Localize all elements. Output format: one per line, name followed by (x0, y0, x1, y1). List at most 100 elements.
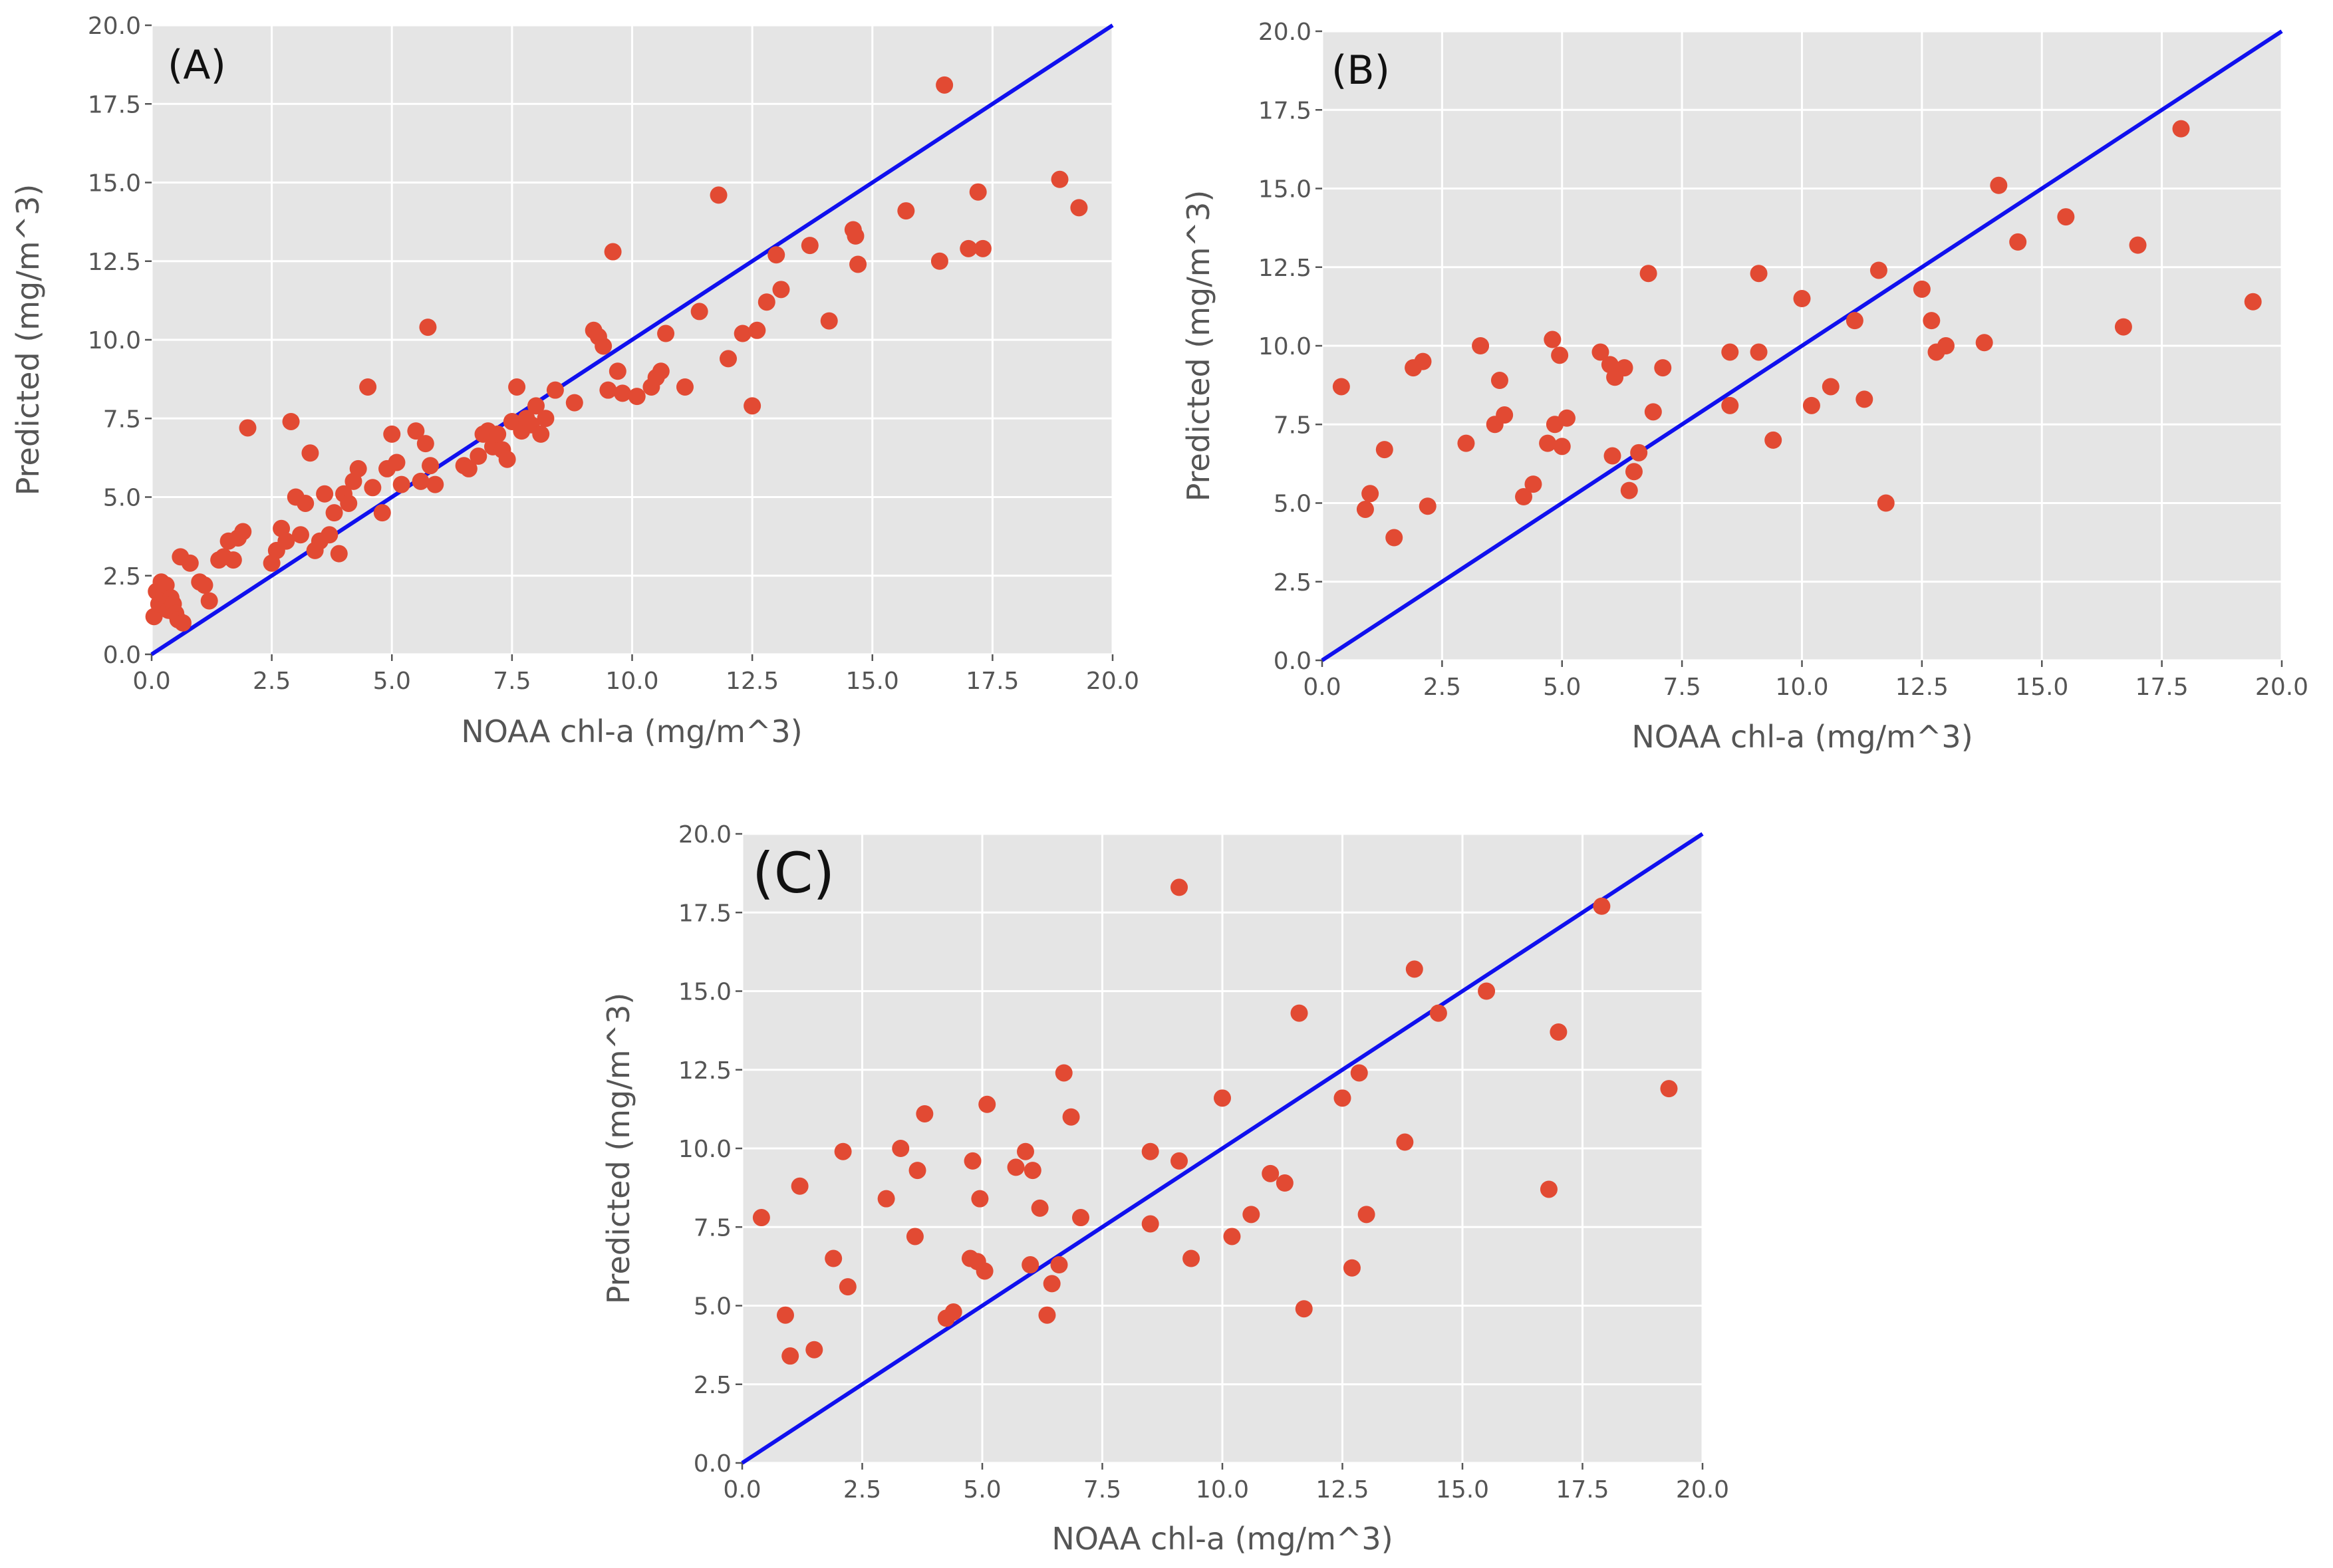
panel-a-y-tick-label: 5.0 (103, 485, 141, 512)
panel-b-data-point (1603, 447, 1621, 465)
panel-a-data-point (325, 504, 343, 522)
panel-a-data-point (974, 239, 992, 257)
panel-c-x-tick-label: 12.5 (1315, 1476, 1369, 1503)
panel-a-data-point (392, 475, 410, 493)
panel-a-data-point (960, 239, 978, 257)
panel-c-data-point (1072, 1209, 1090, 1227)
panel-c-data-point (1295, 1300, 1313, 1318)
panel-a-data-point (720, 350, 737, 368)
panel-a-data-point (359, 378, 377, 396)
panel-b-data-point (2009, 233, 2027, 251)
panel-a-y-tick-label: 12.5 (88, 249, 141, 276)
panel-c-data-point (834, 1142, 852, 1160)
panel-a-data-point (604, 243, 622, 261)
panel-b-data-point (2172, 120, 2190, 138)
panel-c-data-point (1343, 1259, 1361, 1277)
panel-a-data-point (767, 246, 785, 264)
panel-a-y-tick-label: 17.5 (88, 91, 141, 118)
panel-b-data-point (1644, 403, 1662, 421)
panel-b-data-point (1620, 481, 1638, 499)
panel-b-data-point (1625, 463, 1643, 481)
panel-c-y-tick-label: 20.0 (678, 821, 732, 849)
panel-c-y-tick-label: 7.5 (694, 1214, 732, 1241)
panel-b-data-point (1414, 352, 1432, 370)
panel-c-data-point (877, 1190, 895, 1208)
panel-c-data-point (1405, 960, 1423, 978)
panel-a-x-tick-label: 5.0 (373, 668, 411, 695)
panel-b-data-point (1490, 372, 1508, 390)
panel-a-data-point (470, 448, 487, 465)
panel-c-data-point (1062, 1108, 1080, 1126)
panel-b-data-point (1375, 441, 1393, 459)
panel-c-data-point (1031, 1199, 1049, 1217)
panel-c-data-point (1016, 1142, 1034, 1160)
panel-a-data-point (527, 397, 545, 415)
panel-a-x-tick-label: 15.0 (846, 668, 899, 695)
panel-c-data-point (1170, 878, 1188, 896)
panel-a-data-point (388, 454, 406, 471)
panel-c-data-point (964, 1152, 982, 1170)
panel-a-data-point (1070, 199, 1088, 217)
panel-a-data-point (373, 504, 391, 522)
panel-a-y-tick-label: 0.0 (103, 642, 141, 669)
panel-b-data-point (1630, 444, 1648, 461)
panel-c-data-point (1593, 897, 1611, 915)
panel-a-data-point (595, 337, 613, 355)
panel-c-data-point (1055, 1064, 1073, 1082)
panel-a-x-tick-label: 17.5 (966, 668, 1019, 695)
panel-c-y-tick-label: 17.5 (678, 900, 732, 927)
panel-b-x-axis-label: NOAA chl-a (mg/m^3) (1631, 719, 1973, 755)
panel-a-data-point (609, 362, 626, 380)
panel-a-data-point (460, 459, 478, 477)
panel-c-data-point (1660, 1080, 1678, 1098)
panel-a-x-tick-label: 0.0 (132, 668, 170, 695)
panel-a-data-point (200, 592, 218, 610)
panel-a-data-point (224, 551, 242, 569)
panel-a-y-tick-label: 2.5 (103, 563, 141, 590)
panel-b-y-axis-label: Predicted (mg/m^3) (1180, 190, 1216, 502)
panel-b-data-point (1937, 337, 1955, 354)
panel-a-data-point (849, 255, 867, 273)
panel-b-data-point (1361, 485, 1379, 503)
panel-b-data-point (1639, 265, 1657, 283)
panel-c-data-point (978, 1095, 996, 1113)
panel-b-x-tick-label: 2.5 (1423, 674, 1461, 701)
panel-a-data-point (407, 422, 425, 440)
panel-a-x-tick-label: 12.5 (726, 668, 779, 695)
panel-b-data-point (1515, 488, 1533, 506)
panel-c-data-point (1141, 1215, 1159, 1233)
panel-c-data-point (1333, 1089, 1351, 1107)
panel-c-data-point (752, 1209, 770, 1227)
panel-c-data-point (1396, 1133, 1414, 1151)
panel-a-data-point (508, 378, 526, 396)
panel-c-data-point (839, 1278, 857, 1296)
panel-c-data-point (892, 1140, 910, 1157)
panel-b-data-point (1356, 500, 1374, 518)
panel-c-data-point (1024, 1162, 1041, 1180)
panel-b-data-point (1975, 334, 1993, 352)
panel-a-data-point (181, 554, 199, 572)
panel-b-data-point (1524, 475, 1542, 493)
panel-a-data-point (419, 319, 437, 336)
panel-b-data-point (2244, 293, 2262, 311)
panel-c-x-tick-label: 10.0 (1196, 1476, 1249, 1503)
panel-b-label: (B) (1331, 47, 1390, 94)
panel-c: 0.0 2.5 5.0 7.5 10.0 12.5 15.0 17.5 20.0 0.0 2.5 5.… (601, 821, 1729, 1557)
panel-c-data-point (1550, 1023, 1568, 1041)
panel-a-data-point (599, 381, 617, 399)
panel-a-y-tick-label: 7.5 (103, 406, 141, 433)
panel-a-data-point (532, 425, 550, 443)
panel-a-data-point (297, 494, 315, 512)
panel-b-y-tick-label: 0.0 (1274, 648, 1311, 675)
panel-a-data-point (364, 479, 382, 497)
panel-a-data-point (847, 227, 865, 245)
panel-a-data-point (349, 459, 367, 477)
panel-a-data-point (174, 614, 192, 632)
panel-b-data-point (1558, 409, 1576, 427)
panel-a-data-point (820, 312, 838, 330)
panel-c-data-point (1007, 1158, 1025, 1176)
panel-a-data-point (744, 397, 761, 415)
panel-b-data-point (1869, 261, 1887, 279)
panel-b-x-tick-label: 15.0 (2015, 674, 2068, 701)
